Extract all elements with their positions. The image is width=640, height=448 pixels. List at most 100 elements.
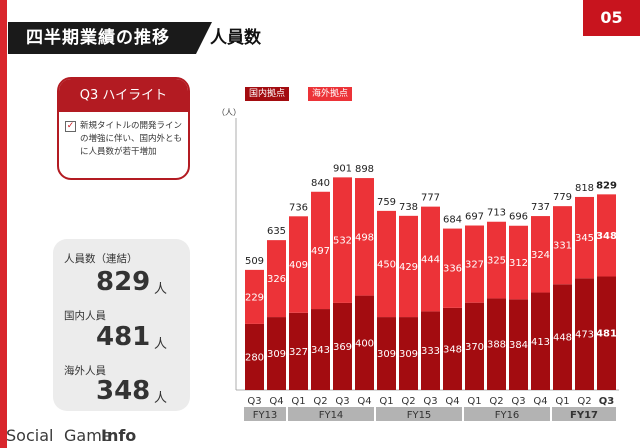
total-label: 818 <box>575 183 594 194</box>
legend-overseas: 海外拠点 <box>308 87 353 101</box>
bar-overseas <box>355 178 374 296</box>
x-tick-label: Q4 <box>357 396 371 407</box>
stat-value-total: 829 <box>96 267 151 297</box>
bar-domestic <box>553 284 572 390</box>
bar-domestic <box>509 299 528 390</box>
total-label: 737 <box>531 202 550 213</box>
x-tick-label: Q4 <box>269 396 283 407</box>
bar-overseas <box>267 240 286 318</box>
bar-overseas <box>311 191 330 310</box>
bar-domestic <box>575 278 594 390</box>
stat-value-domestic: 481 <box>96 322 151 352</box>
bar-domestic <box>311 309 330 390</box>
fiscal-year-label: FY17 <box>570 410 598 421</box>
data-label-overseas: 331 <box>553 241 572 252</box>
x-tick-label: Q2 <box>489 396 503 407</box>
highlight-box: Q3 ハイライト ✓ 新規タイトルの開発ラインの増強に伴い、国内外ともに人員数が… <box>57 77 190 180</box>
stat-label-total: 人員数（連結） <box>64 253 138 265</box>
bar-domestic <box>487 298 506 390</box>
data-label-domestic: 309 <box>377 349 396 360</box>
x-tick-label: Q3 <box>511 396 525 407</box>
bar-overseas <box>575 196 594 279</box>
x-tick-label: Q1 <box>555 396 569 407</box>
bar-overseas <box>509 225 528 300</box>
watermark-social: Social <box>6 426 54 445</box>
fiscal-year-box <box>376 407 462 421</box>
total-label: 509 <box>245 256 264 267</box>
data-label-domestic: 280 <box>245 352 264 363</box>
data-label-domestic: 348 <box>443 344 462 355</box>
bar-domestic <box>597 276 616 390</box>
fiscal-year-label: FY13 <box>253 410 278 421</box>
total-label: 777 <box>421 193 440 204</box>
data-label-domestic: 309 <box>399 349 418 360</box>
data-label-domestic: 400 <box>355 338 374 349</box>
data-label-overseas: 336 <box>443 264 462 275</box>
checkbox-icon: ✓ <box>65 121 76 132</box>
total-label: 779 <box>553 192 572 203</box>
fiscal-year-label: FY14 <box>319 410 344 421</box>
data-label-domestic: 473 <box>575 330 594 341</box>
header-subtitle-tab <box>196 22 300 54</box>
watermark-game: Game <box>64 426 112 445</box>
data-label-domestic: 413 <box>531 337 550 348</box>
bar-overseas <box>465 225 484 303</box>
data-label-overseas: 326 <box>267 274 286 285</box>
fiscal-year-label: FY15 <box>407 410 432 421</box>
total-label: 759 <box>377 197 396 208</box>
total-label: 684 <box>443 215 462 226</box>
data-label-domestic: 327 <box>289 347 308 358</box>
data-label-overseas: 348 <box>596 231 617 242</box>
bar-domestic <box>245 323 264 390</box>
data-label-overseas: 497 <box>311 246 330 257</box>
total-label: 898 <box>355 164 374 175</box>
bar-domestic <box>355 295 374 390</box>
headcount-summary: 人員数（連結） 829 人 国内人員 481 人 海外人員 348 人 <box>53 239 190 411</box>
bar-overseas <box>333 177 352 303</box>
legend-domestic: 国内拠点 <box>245 87 290 101</box>
bar-domestic <box>333 302 352 390</box>
bar-domestic <box>289 312 308 390</box>
total-label: 736 <box>289 202 308 213</box>
x-tick-label: Q2 <box>313 396 327 407</box>
x-tick-label: Q3 <box>247 396 261 407</box>
data-label-overseas: 450 <box>377 259 396 270</box>
total-label: 738 <box>399 202 418 213</box>
stat-value-overseas: 348 <box>96 376 151 406</box>
data-label-domestic: 388 <box>487 340 506 351</box>
stat-label-domestic: 国内人員 <box>64 310 106 322</box>
x-tick-label: Q1 <box>291 396 305 407</box>
data-label-domestic: 309 <box>267 349 286 360</box>
x-tick-label: Q3 <box>335 396 349 407</box>
stat-unit-domestic: 人 <box>154 337 168 352</box>
data-label-overseas: 498 <box>355 232 374 243</box>
bar-domestic <box>531 292 550 390</box>
bar-overseas <box>421 206 440 312</box>
fiscal-year-box <box>552 407 616 421</box>
page-number: 05 <box>583 0 640 36</box>
bar-overseas <box>399 215 418 318</box>
bar-domestic <box>267 317 286 390</box>
bar-domestic <box>399 317 418 390</box>
y-axis-unit: （人） <box>217 108 241 117</box>
bar-domestic <box>377 317 396 390</box>
x-tick-label: Q3 <box>599 396 615 407</box>
data-label-domestic: 370 <box>465 342 484 353</box>
highlight-heading: Q3 ハイライト <box>59 79 188 112</box>
data-label-overseas: 532 <box>333 236 352 247</box>
total-label: 697 <box>465 212 484 223</box>
data-label-domestic: 448 <box>553 333 572 344</box>
bar-overseas <box>245 269 264 324</box>
total-label: 635 <box>267 226 286 237</box>
x-tick-label: Q4 <box>445 396 459 407</box>
bar-overseas <box>553 206 572 285</box>
data-label-overseas: 444 <box>421 255 440 266</box>
total-label: 713 <box>487 208 506 219</box>
data-label-domestic: 343 <box>311 345 330 356</box>
bar-overseas <box>377 210 396 318</box>
data-label-overseas: 409 <box>289 260 308 271</box>
x-tick-label: Q3 <box>423 396 437 407</box>
highlight-text: 新規タイトルの開発ラインの増強に伴い、国内外ともに人員数が若干増加 <box>80 121 183 157</box>
accent-bar <box>0 0 7 448</box>
bar-overseas <box>443 228 462 308</box>
